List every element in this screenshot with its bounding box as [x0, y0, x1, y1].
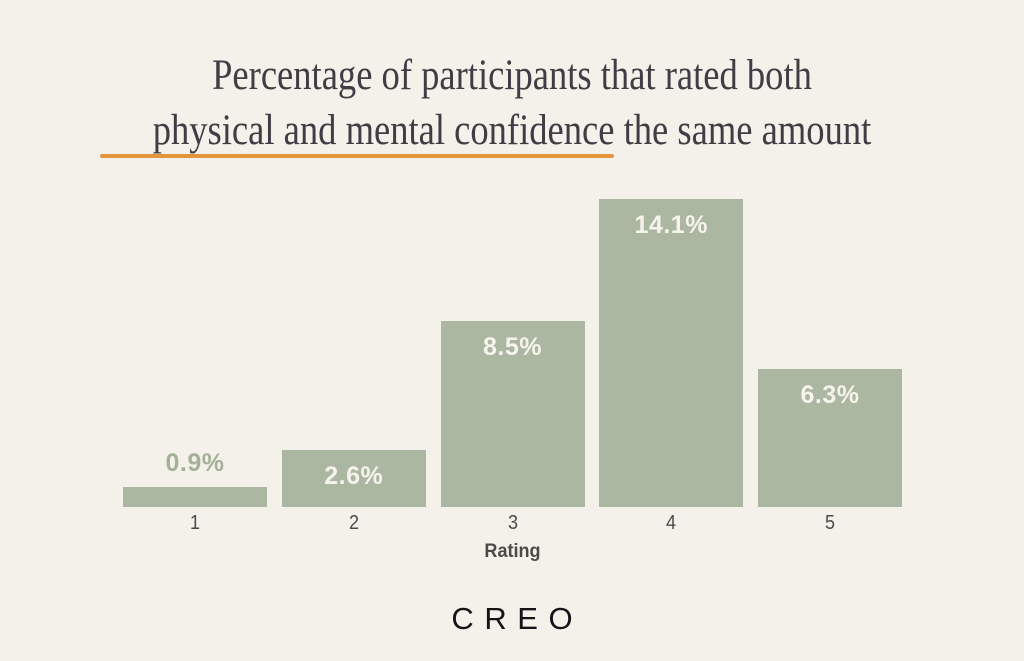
- bar-rating-5: 6.3%: [758, 369, 902, 507]
- bar-column-rating-1: 0.9%: [123, 199, 267, 507]
- x-tick-label-1: 1: [189, 512, 201, 534]
- bar-chart: 0.9% 2.6% 8.5% 14.1% 6.3%: [123, 199, 902, 507]
- x-tick-label-2: 2: [348, 512, 359, 534]
- x-tick-label-3: 3: [507, 512, 518, 534]
- x-axis-labels: 1 2 3 4 5: [123, 512, 902, 535]
- bar-value-label: 6.3%: [800, 381, 860, 409]
- bar-column-rating-5: 6.3%: [758, 199, 902, 507]
- bar-value-label: 14.1%: [634, 211, 708, 239]
- x-axis-title: Rating: [484, 541, 541, 562]
- bar-column-rating-3: 8.5%: [440, 199, 585, 507]
- bar-rating-4: 14.1%: [599, 199, 744, 507]
- title-accent-underline: [100, 154, 614, 158]
- x-tick-label-5: 5: [824, 512, 836, 534]
- bar-column-rating-4: 14.1%: [599, 199, 744, 507]
- bar-value-label: 8.5%: [483, 333, 542, 361]
- chart-title: Percentage of participants that rated bo…: [0, 48, 1024, 158]
- bar-value-label: 0.9%: [165, 449, 225, 477]
- bar-rating-3: 8.5%: [440, 321, 585, 507]
- bar-rating-1: [123, 487, 267, 507]
- chart-title-line-2: physical and mental confidence the same …: [152, 107, 872, 154]
- bar-value-label: 2.6%: [324, 462, 384, 490]
- x-tick-label-4: 4: [666, 512, 677, 534]
- bar-column-rating-2: 2.6%: [281, 199, 426, 507]
- creo-logo: CREO: [451, 601, 584, 636]
- chart-title-line-1: Percentage of participants that rated bo…: [212, 52, 812, 99]
- bar-rating-2: 2.6%: [281, 450, 426, 507]
